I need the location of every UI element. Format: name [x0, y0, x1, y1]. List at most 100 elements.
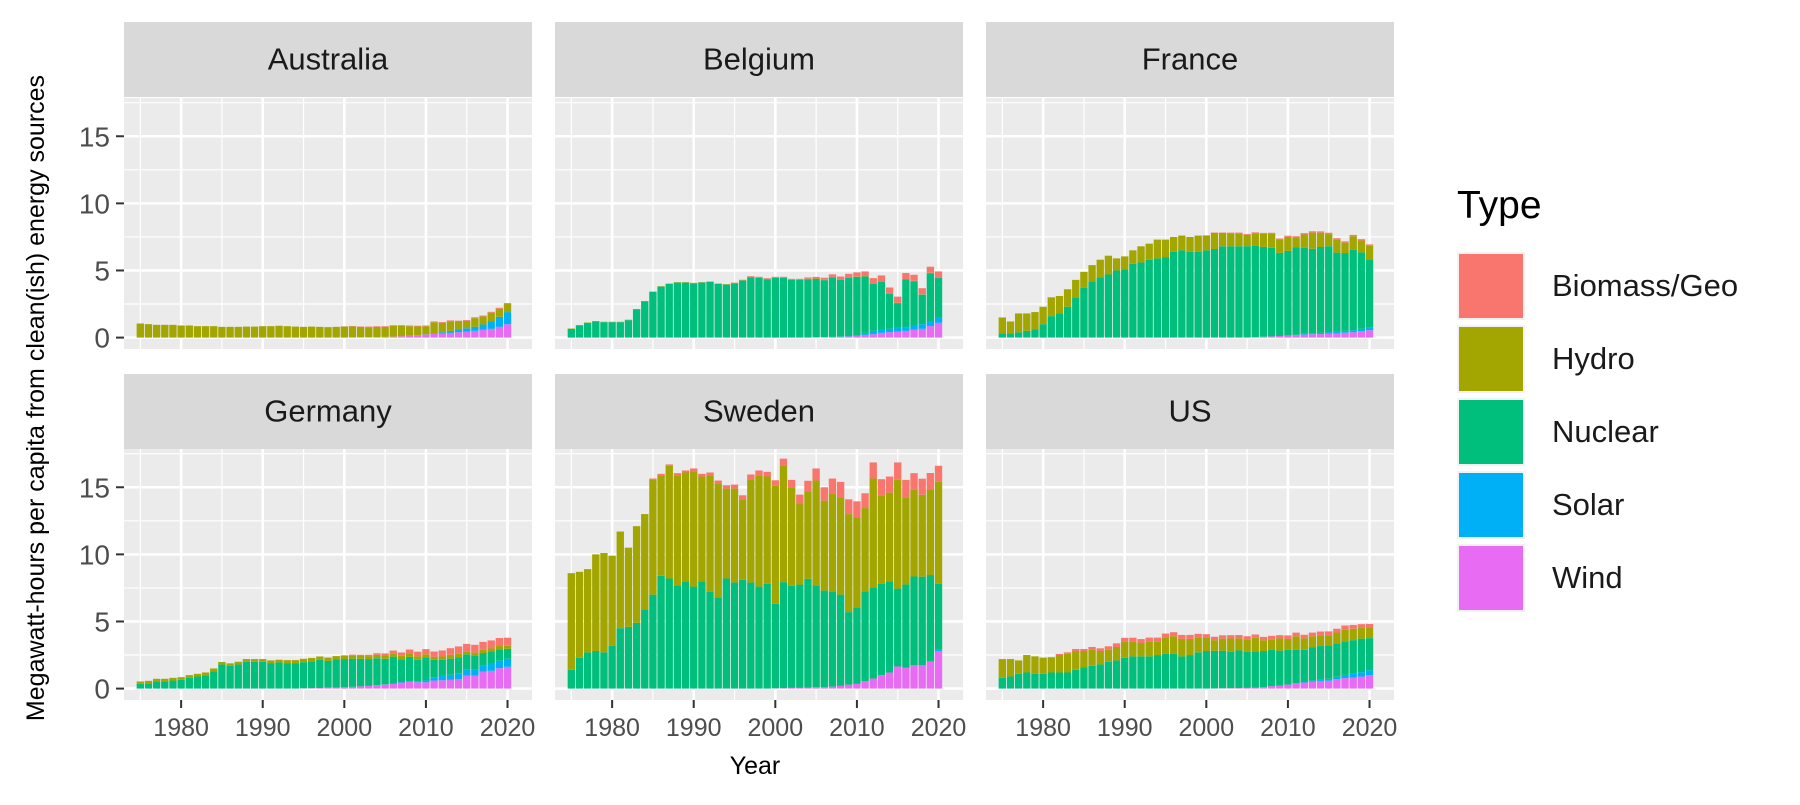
bar-segment	[1178, 236, 1185, 251]
bar-segment	[463, 644, 470, 651]
bar-segment	[1325, 234, 1332, 246]
legend-label: Nuclear	[1552, 414, 1659, 449]
bar-segment	[837, 595, 844, 686]
bar-segment	[894, 332, 901, 338]
bar-segment	[919, 479, 926, 495]
bar-segment	[373, 685, 380, 688]
bar-segment	[723, 579, 730, 689]
bar-segment	[780, 278, 787, 338]
bar-segment	[674, 283, 681, 338]
bar-segment	[1243, 688, 1250, 689]
bar-segment	[1121, 642, 1128, 658]
bar-segment	[1146, 638, 1153, 642]
bar-segment	[381, 655, 388, 658]
bar-segment	[406, 654, 413, 657]
y-axis-title: Megawatt-hours per capita from clean(ish…	[22, 75, 50, 721]
bar-segment	[1227, 233, 1234, 234]
bar-segment	[821, 501, 828, 591]
bar-segment	[649, 479, 656, 594]
bar-segment	[902, 279, 909, 327]
bar-segment	[471, 645, 478, 653]
y-tick-label: 5	[94, 606, 110, 637]
bar-segment	[390, 325, 397, 326]
bar-segment	[1325, 246, 1332, 332]
bar-segment	[447, 675, 454, 680]
bar-segment	[747, 276, 754, 277]
bar-segment	[1284, 685, 1291, 689]
bar-segment	[1268, 639, 1275, 650]
bar-segment	[861, 333, 868, 335]
bar-segment	[226, 663, 233, 665]
bar-segment	[186, 678, 193, 689]
bar-segment	[496, 317, 503, 327]
x-tick-label: 2020	[911, 714, 967, 742]
bar-segment	[902, 327, 909, 331]
bar-segment	[1366, 670, 1373, 675]
legend-key	[1459, 473, 1523, 537]
bar-segment	[455, 646, 462, 653]
bar-segment	[657, 576, 664, 689]
bar-segment	[430, 333, 437, 334]
bar-segment	[1350, 674, 1357, 678]
bar-segment	[1211, 249, 1218, 338]
bar-segment	[430, 334, 437, 338]
bar-segment	[853, 277, 860, 335]
bar-segment	[1227, 635, 1234, 638]
bar-segment	[1317, 646, 1324, 680]
bar-segment	[218, 662, 225, 664]
bar-segment	[592, 554, 599, 651]
bar-segment	[1154, 240, 1161, 259]
bar-segment	[1284, 236, 1291, 237]
bar-segment	[349, 659, 356, 687]
bar-segment	[861, 277, 868, 333]
bar-segment	[902, 480, 909, 497]
bar-segment	[1097, 651, 1104, 664]
bar-segment	[455, 321, 462, 329]
bar-segment	[870, 462, 877, 478]
bar-segment	[1007, 334, 1014, 338]
bar-segment	[788, 586, 795, 688]
bar-segment	[796, 504, 803, 585]
bar-segment	[398, 325, 405, 326]
bar-segment	[471, 317, 478, 318]
bar-segment	[1105, 256, 1112, 275]
bar-segment	[1276, 639, 1283, 651]
bar-segment	[316, 688, 323, 689]
bar-segment	[1023, 331, 1030, 338]
bar-segment	[1350, 640, 1357, 674]
bar-segment	[1121, 269, 1128, 337]
bar-segment	[1301, 233, 1308, 234]
bar-segment	[1031, 312, 1038, 329]
bar-segment	[870, 278, 877, 283]
bar-segment	[1146, 656, 1153, 688]
bar-segment	[1039, 307, 1046, 324]
x-tick-label: 2010	[1260, 714, 1316, 742]
bar-segment	[1227, 639, 1234, 652]
bar-segment	[690, 587, 697, 689]
bar-segment	[1350, 625, 1357, 629]
bar-segment	[788, 480, 795, 488]
bar-segment	[406, 326, 413, 327]
bar-segment	[1048, 658, 1055, 673]
bar-segment	[1186, 635, 1193, 639]
bar-segment	[1064, 307, 1071, 338]
bar-segment	[927, 473, 934, 489]
bar-segment	[357, 686, 364, 688]
bar-segment	[1015, 660, 1022, 673]
bar-segment	[390, 337, 397, 338]
bar-segment	[300, 327, 307, 338]
bar-segment	[161, 325, 168, 338]
bar-segment	[592, 651, 599, 689]
bar-segment	[422, 654, 429, 657]
bar-segment	[316, 657, 323, 660]
bar-segment	[837, 686, 844, 689]
bar-segment	[870, 679, 877, 689]
bar-segment	[1301, 235, 1308, 248]
bar-segment	[1358, 329, 1365, 331]
bar-segment	[1292, 633, 1299, 637]
legend-key	[1459, 254, 1523, 318]
bar-segment	[235, 327, 242, 338]
bar-segment	[1105, 275, 1112, 338]
bar-segment	[878, 282, 885, 330]
